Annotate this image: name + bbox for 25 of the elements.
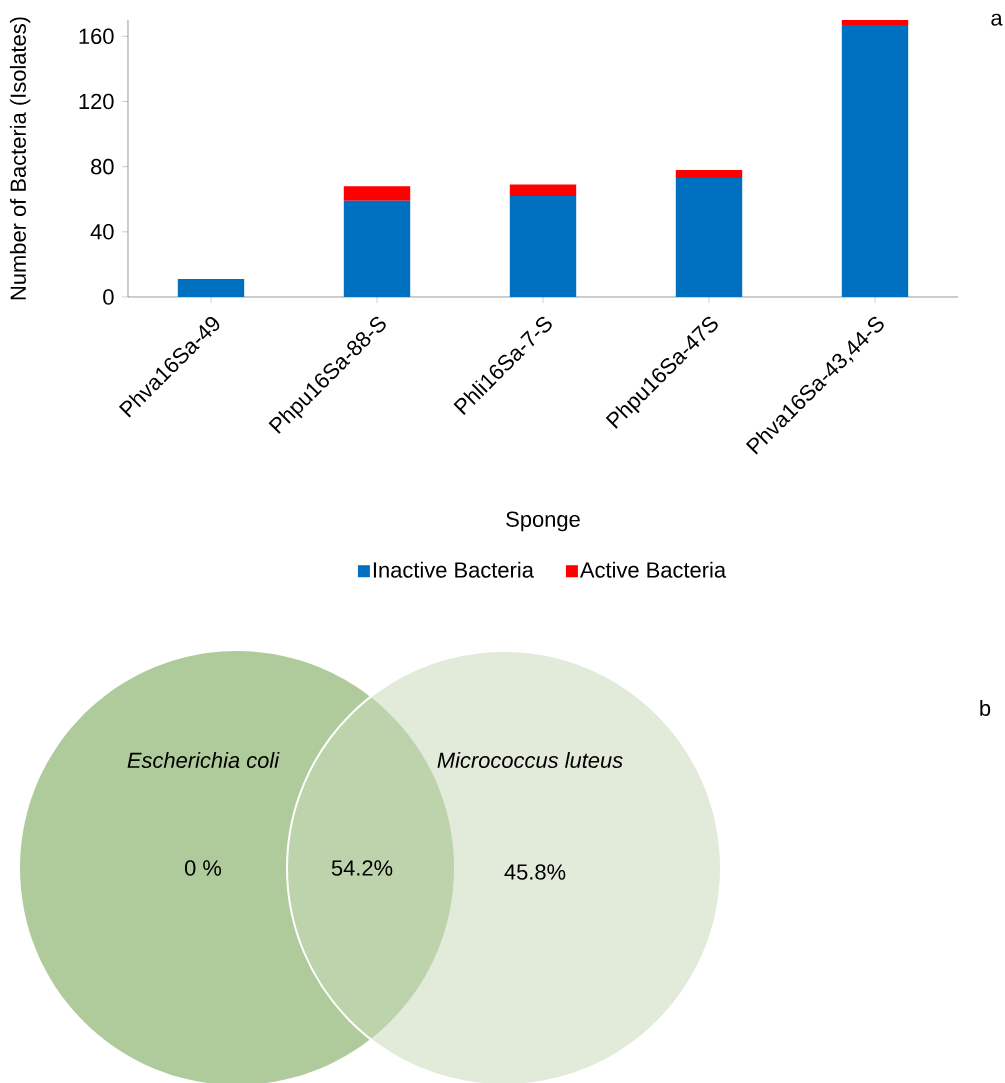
text: a: [991, 13, 1003, 26]
y-tick-label: 40: [90, 224, 114, 240]
text: Micrococcus luteus: [437, 751, 623, 769]
text: 54.2%: [331, 860, 393, 876]
y-tick-label: 160: [79, 28, 114, 45]
legend-label: Inactive Bacteria: [373, 561, 534, 578]
bar: [509, 195, 577, 297]
bar: [509, 184, 577, 196]
text: b: [980, 699, 991, 717]
bar: [675, 178, 743, 297]
bar: [841, 19, 909, 25]
legend-label: Active Bacteria: [579, 561, 727, 578]
bar: [343, 200, 411, 297]
bar: [177, 279, 245, 297]
bar: [841, 24, 909, 297]
bar: [343, 186, 411, 201]
y-tick-label: 80: [91, 158, 114, 175]
y-tick-label: 0: [103, 289, 114, 305]
text: 45.8%: [504, 864, 566, 880]
bar: [675, 169, 743, 179]
text: Escherichia coli: [127, 751, 280, 769]
x-axis-title: Sponge: [506, 511, 580, 532]
text: 0 %: [184, 860, 222, 876]
y-tick-label: 120: [79, 93, 114, 110]
y-axis-title: Number of Bacteria (Isolates): [9, 17, 31, 300]
